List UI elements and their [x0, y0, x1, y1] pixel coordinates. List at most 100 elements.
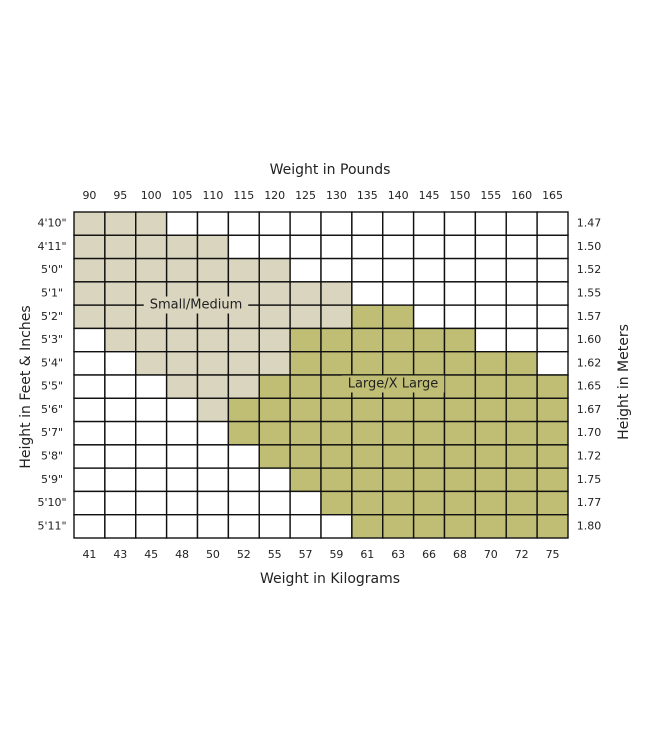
cell: [196, 467, 230, 493]
cell: [258, 351, 291, 376]
cell: [443, 281, 477, 306]
height-m-label: 1.55: [577, 287, 602, 300]
cell: [443, 304, 477, 330]
cell: [73, 281, 106, 306]
cell: [536, 281, 569, 306]
cell: [351, 281, 384, 306]
cell: [474, 467, 507, 493]
cell: [536, 444, 569, 469]
cell: [412, 257, 446, 283]
height-ft-label: 5'6": [41, 403, 63, 416]
cell: [474, 327, 507, 353]
cell: [412, 490, 446, 516]
cell: [382, 351, 415, 376]
cell: [258, 374, 291, 399]
pound-label: 155: [480, 189, 501, 202]
cell: [443, 444, 477, 469]
cell: [412, 281, 446, 306]
cell: [258, 490, 291, 516]
kg-label: 55: [268, 548, 282, 561]
cell: [196, 490, 230, 516]
cell: [351, 467, 384, 493]
height-ft-label: 5'2": [41, 310, 63, 323]
cell: [474, 490, 507, 516]
cell: [227, 211, 260, 236]
cell: [505, 374, 538, 399]
cell: [289, 304, 322, 330]
cell: [536, 257, 569, 283]
cell: [382, 281, 415, 306]
cell: [320, 467, 353, 493]
cell: [258, 327, 291, 353]
kg-label: 57: [299, 548, 313, 561]
cell: [104, 281, 137, 306]
cell: [320, 234, 353, 260]
kg-label: 45: [144, 548, 158, 561]
cell: [443, 374, 477, 399]
kg-label: 68: [453, 548, 467, 561]
height-ft-label: 5'9": [41, 473, 63, 486]
cell: [382, 257, 415, 283]
cell: [443, 514, 477, 539]
cell: [505, 327, 538, 353]
cell: [165, 444, 199, 469]
cell: [196, 257, 230, 283]
height-ft-label: 5'1": [41, 287, 63, 300]
height-m-label: 1.67: [577, 403, 602, 416]
cell: [289, 444, 322, 469]
cell: [536, 211, 569, 236]
cell: [165, 490, 199, 516]
cell: [135, 397, 168, 423]
cell: [135, 351, 168, 376]
cell: [104, 514, 137, 539]
kg-label: 48: [175, 548, 189, 561]
cell: [505, 211, 538, 236]
size-label-bg: [143, 296, 249, 314]
pound-label: 100: [141, 189, 162, 202]
cell: [258, 281, 291, 306]
cell: [289, 397, 322, 423]
cell: [505, 304, 538, 330]
pound-label: 150: [449, 189, 470, 202]
cell: [196, 397, 230, 423]
kg-label: 43: [113, 548, 127, 561]
cell: [104, 234, 137, 260]
cell: [165, 234, 199, 260]
height-m-label: 1.80: [577, 519, 602, 532]
cell: [536, 351, 569, 376]
cell: [289, 211, 322, 236]
cell: [505, 351, 538, 376]
height-m-label: 1.77: [577, 496, 602, 509]
cell: [135, 514, 168, 539]
cell: [412, 304, 446, 330]
cell: [165, 514, 199, 539]
cell: [412, 467, 446, 493]
cell: [536, 514, 569, 539]
left-title: Height in Feet & Inches: [18, 305, 34, 468]
cell: [505, 234, 538, 260]
cell: [135, 374, 168, 399]
height-ft-label: 5'7": [41, 426, 63, 439]
height-ft-label: 5'3": [41, 333, 63, 346]
cell: [227, 257, 260, 283]
kg-label: 75: [546, 548, 560, 561]
cell: [320, 397, 353, 423]
cell: [104, 420, 137, 446]
cell: [258, 304, 291, 330]
kg-label: 70: [484, 548, 498, 561]
cell: [443, 490, 477, 516]
cell: [382, 467, 415, 493]
height-ft-label: 4'10": [37, 217, 66, 230]
cell: [443, 211, 477, 236]
cell: [412, 420, 446, 446]
pound-label: 90: [82, 189, 96, 202]
size-label: Small/Medium: [150, 298, 242, 313]
cell: [104, 327, 137, 353]
cell: [412, 351, 446, 376]
cell: [382, 327, 415, 353]
cell: [73, 444, 106, 469]
cell: [258, 257, 291, 283]
cell: [505, 490, 538, 516]
cell: [196, 327, 230, 353]
height-ft-label: 5'0": [41, 263, 63, 276]
